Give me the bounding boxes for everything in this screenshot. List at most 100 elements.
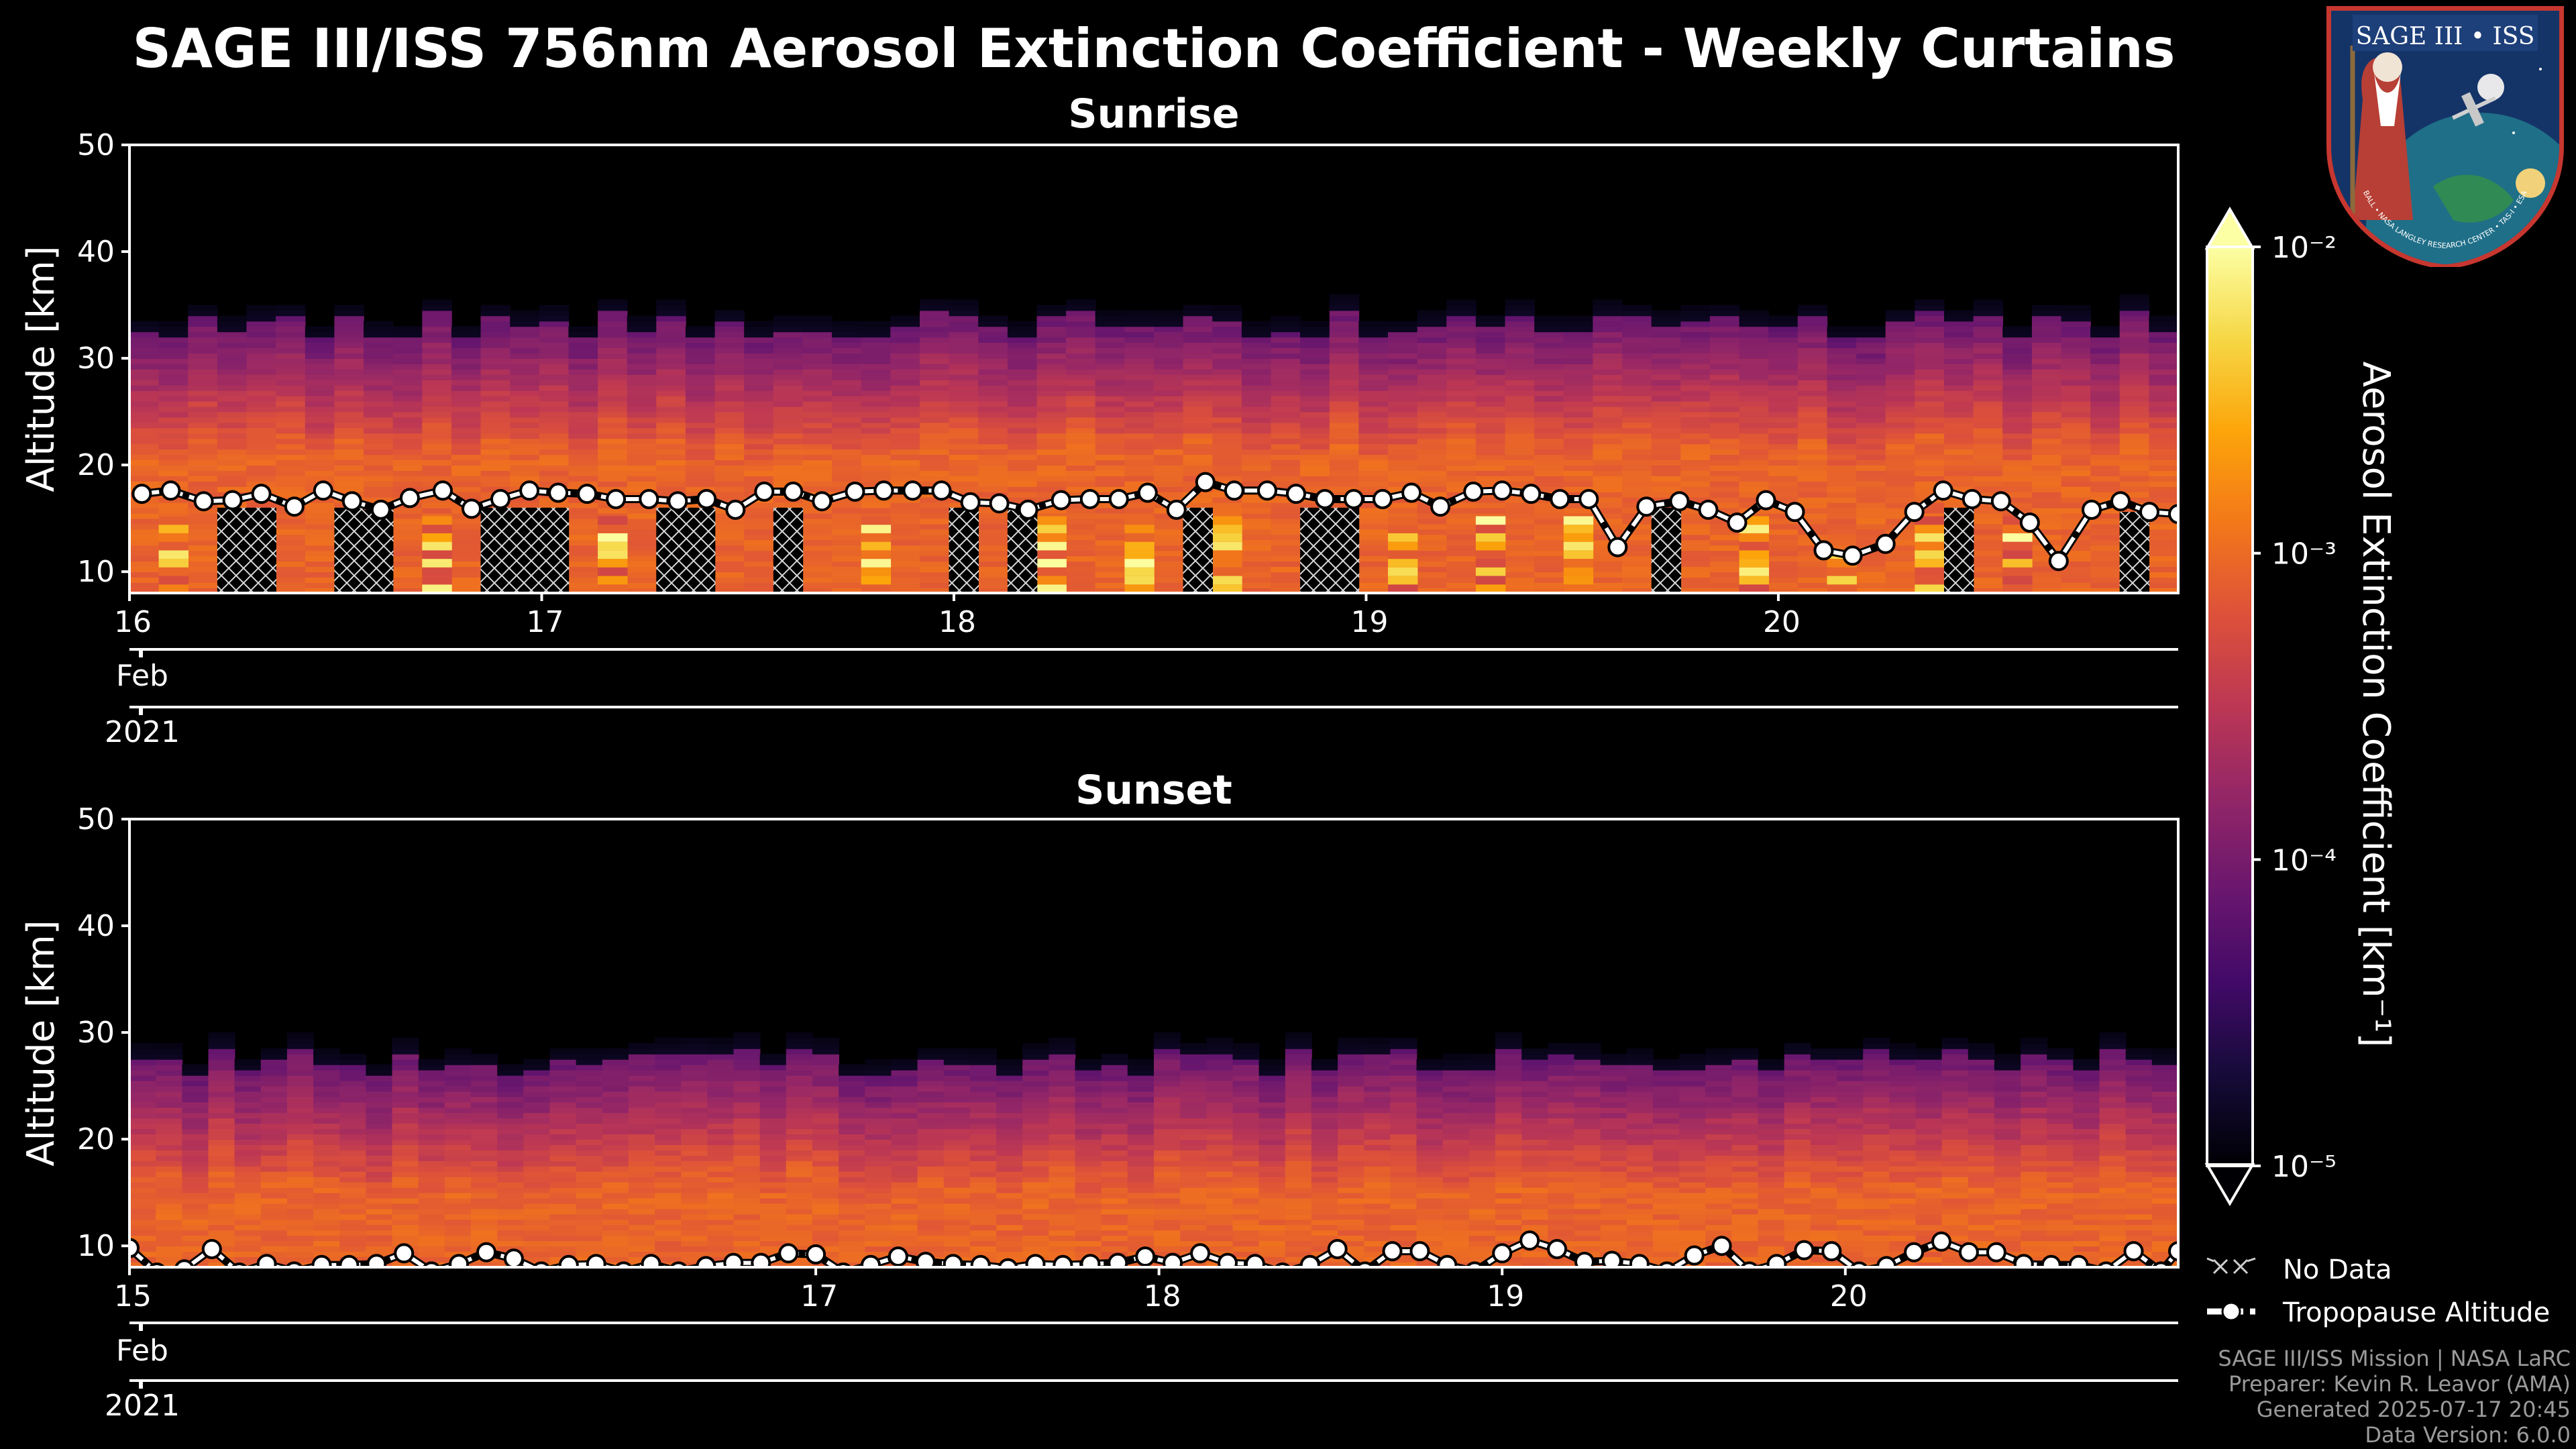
heatmap-cell	[260, 1208, 288, 1215]
heatmap-cell	[1446, 577, 1477, 583]
heatmap-cell	[1622, 433, 1652, 439]
heatmap-cell	[1827, 481, 1857, 487]
heatmap-cell	[208, 1118, 235, 1124]
heatmap-cell	[418, 1176, 445, 1183]
heatmap-cell	[656, 481, 686, 487]
heatmap-cell	[1505, 534, 1535, 541]
heatmap-cell	[2031, 433, 2062, 439]
heatmap-cell	[2031, 406, 2062, 413]
heatmap-cell	[890, 443, 920, 450]
heatmap-cell	[1095, 476, 1126, 482]
heatmap-cell	[628, 1102, 655, 1108]
heatmap-cell	[773, 460, 804, 466]
heatmap-cell	[1944, 411, 1974, 418]
heatmap-cell	[364, 433, 394, 439]
heatmap-cell	[1885, 566, 1916, 572]
heatmap-cell	[1973, 454, 2003, 460]
heatmap-cell	[773, 347, 804, 354]
heatmap-cell	[217, 369, 248, 375]
heatmap-cell	[539, 465, 570, 471]
heatmap-cell	[744, 374, 774, 380]
heatmap-cell	[1709, 507, 1740, 514]
heatmap-cell	[260, 1214, 288, 1220]
heatmap-cell	[276, 364, 306, 370]
heatmap-cell	[497, 1075, 525, 1081]
heatmap-cell	[2061, 582, 2091, 588]
heatmap-cell	[246, 454, 276, 460]
heatmap-cell	[1066, 529, 1096, 535]
heatmap-cell	[1154, 539, 1184, 546]
heatmap-cell	[444, 1069, 472, 1076]
heatmap-cell	[339, 1134, 367, 1140]
heatmap-cell	[1827, 460, 1857, 466]
heatmap-cell	[246, 310, 276, 317]
heatmap-cell	[1593, 422, 1623, 429]
heatmap-cell	[422, 584, 452, 593]
heatmap-cell	[685, 470, 716, 476]
heatmap-cell	[744, 555, 774, 562]
heatmap-cell	[744, 582, 774, 588]
heatmap-cell	[392, 545, 423, 551]
heatmap-cell	[480, 305, 511, 311]
heatmap-cell	[1007, 390, 1038, 396]
heatmap-cell	[890, 465, 920, 471]
heatmap-cell	[523, 1181, 551, 1188]
heatmap-cell	[2031, 561, 2062, 568]
heatmap-cell	[497, 1134, 525, 1140]
heatmap-cell	[1358, 577, 1389, 583]
heatmap-cell	[1563, 321, 1594, 327]
heatmap-cell	[655, 1176, 682, 1183]
heatmap-cell	[217, 486, 248, 492]
heatmap-cell	[286, 1085, 314, 1092]
heatmap-cell	[217, 331, 248, 338]
heatmap-cell	[510, 358, 540, 364]
heatmap-cell	[1680, 496, 1711, 503]
heatmap-cell	[744, 502, 774, 508]
heatmap-cell	[744, 577, 774, 583]
heatmap-cell	[978, 422, 1008, 429]
heatmap-cell	[576, 1139, 603, 1145]
heatmap-cell	[1651, 465, 1682, 471]
heatmap-cell	[1475, 433, 1506, 439]
heatmap-cell	[568, 502, 598, 508]
heatmap-cell	[1388, 576, 1418, 585]
heatmap-cell	[234, 1123, 262, 1130]
heatmap-cell	[714, 582, 745, 588]
heatmap-cell	[744, 465, 774, 471]
heatmap-cell	[549, 1049, 577, 1055]
heatmap-cell	[2061, 465, 2091, 471]
heatmap-cell	[1271, 347, 1301, 354]
heatmap-cell	[1856, 470, 1886, 476]
heatmap-cell	[392, 513, 423, 519]
heatmap-cell	[949, 449, 979, 455]
heatmap-cell	[286, 1069, 314, 1076]
heatmap-cell	[1915, 491, 1945, 498]
heatmap-cell	[422, 525, 452, 533]
heatmap-cell	[2149, 364, 2178, 370]
heatmap-cell	[1417, 353, 1448, 359]
heatmap-cell	[339, 1197, 367, 1204]
heatmap-cell	[1797, 460, 1828, 466]
no-data-hatch	[1651, 507, 1682, 593]
heatmap-cell	[1329, 294, 1360, 301]
heatmap-cell	[286, 1128, 314, 1134]
heatmap-cell	[1739, 364, 1769, 370]
heatmap-cell	[1651, 486, 1682, 492]
heatmap-cell	[188, 353, 218, 359]
heatmap-cell	[2031, 507, 2062, 514]
heatmap-cell	[978, 555, 1008, 562]
heatmap-cell	[2031, 395, 2062, 402]
heatmap-cell	[1973, 342, 2003, 348]
heatmap-cell	[422, 411, 452, 418]
heatmap-cell	[949, 411, 979, 418]
no-data-hatch	[949, 507, 979, 593]
heatmap-cell	[1036, 353, 1067, 359]
heatmap-cell	[334, 331, 364, 338]
heatmap-cell	[1593, 566, 1623, 572]
heatmap-cell	[217, 342, 248, 348]
heatmap-cell	[510, 379, 540, 386]
heatmap-cell	[681, 1246, 708, 1252]
heatmap-cell	[1797, 588, 1828, 593]
heatmap-cell	[1563, 427, 1594, 434]
heatmap-cell	[539, 374, 570, 380]
